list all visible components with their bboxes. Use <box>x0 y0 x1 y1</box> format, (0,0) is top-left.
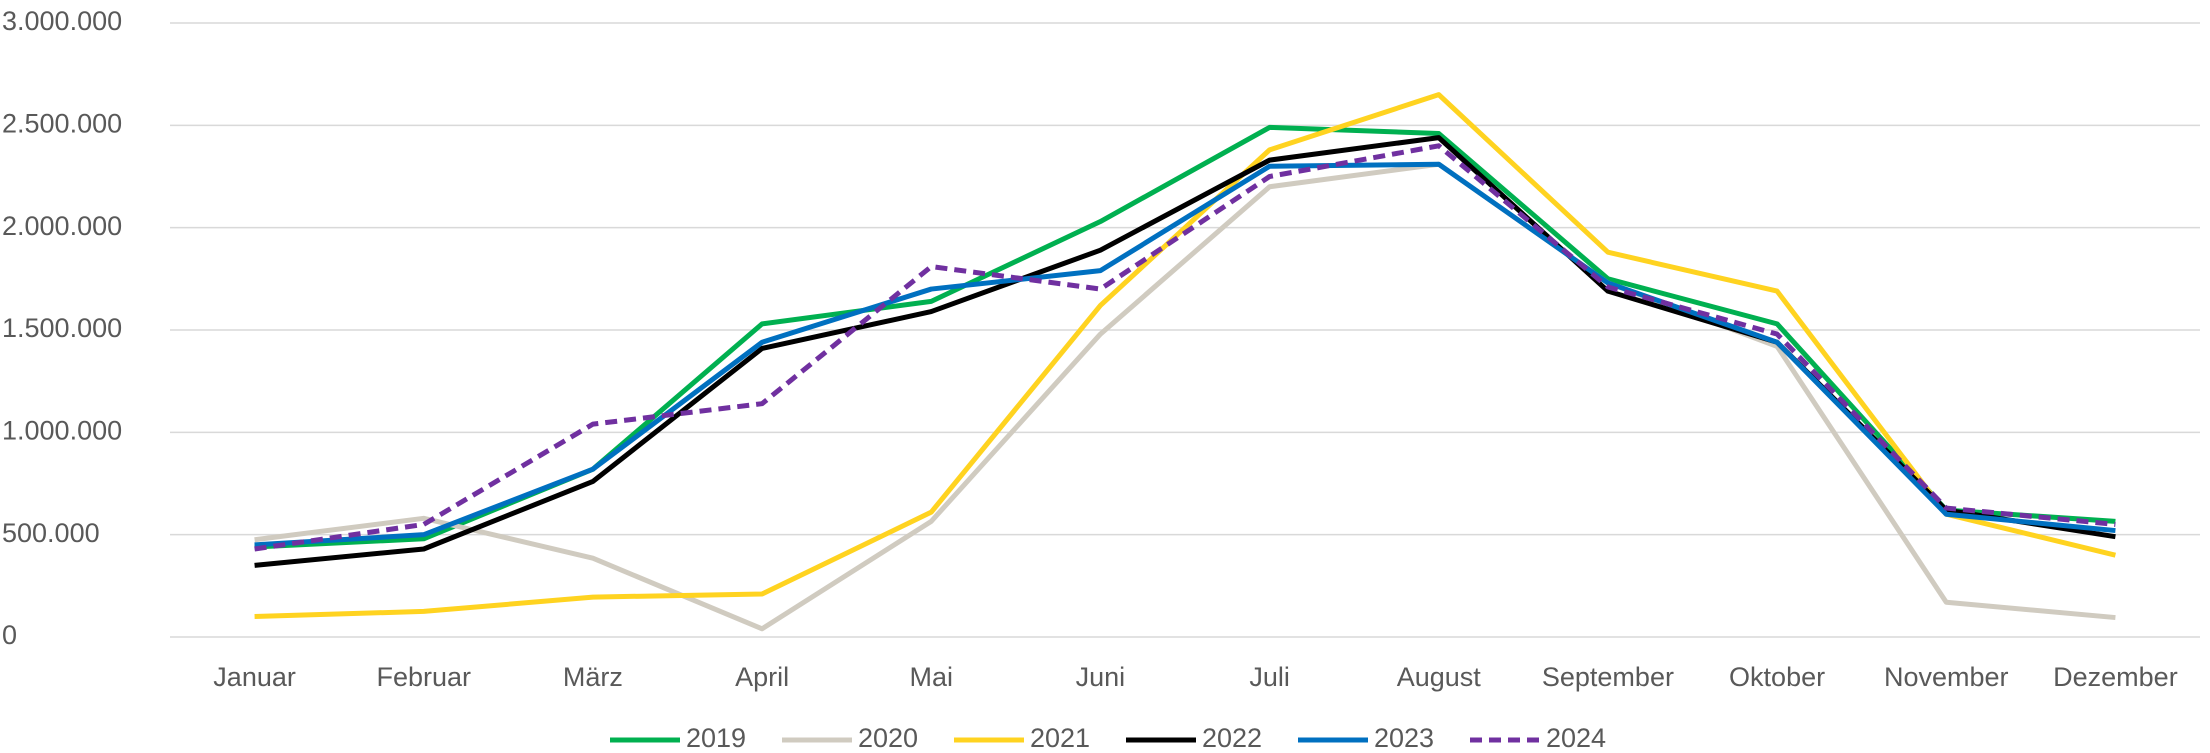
x-tick-label: Juli <box>1249 662 1290 692</box>
y-tick-label: 0 <box>2 620 17 650</box>
series-line <box>254 135 2116 568</box>
series-line <box>254 161 2116 548</box>
x-tick-label: August <box>1397 662 1482 692</box>
y-tick-label: 2.500.000 <box>2 108 122 138</box>
y-tick-label: 500.000 <box>2 518 100 548</box>
x-tick-label: April <box>735 662 789 692</box>
x-tick-label: Juni <box>1076 662 1126 692</box>
legend-label: 2019 <box>686 723 746 753</box>
y-tick-label: 1.500.000 <box>2 313 122 343</box>
legend-label: 2022 <box>1202 723 1262 753</box>
series-line <box>254 161 2116 632</box>
y-tick-label: 3.000.000 <box>2 6 122 36</box>
x-tick-label: Januar <box>213 662 296 692</box>
x-tick-label: Dezember <box>2053 662 2178 692</box>
y-tick-label: 1.000.000 <box>2 415 122 445</box>
x-tick-label: Februar <box>376 662 471 692</box>
series-line <box>254 124 2116 550</box>
legend-label: 2024 <box>1546 723 1606 753</box>
legend-label: 2023 <box>1374 723 1434 753</box>
x-tick-label: November <box>1884 662 2009 692</box>
x-tick-label: Oktober <box>1729 662 1825 692</box>
legend-label: 2020 <box>858 723 918 753</box>
series-line <box>254 143 2116 552</box>
x-tick-label: September <box>1542 662 1674 692</box>
series-line <box>254 92 2117 620</box>
x-tick-label: März <box>563 662 623 692</box>
x-tick-label: Mai <box>909 662 953 692</box>
legend-label: 2021 <box>1030 723 1090 753</box>
y-tick-label: 2.000.000 <box>2 211 122 241</box>
